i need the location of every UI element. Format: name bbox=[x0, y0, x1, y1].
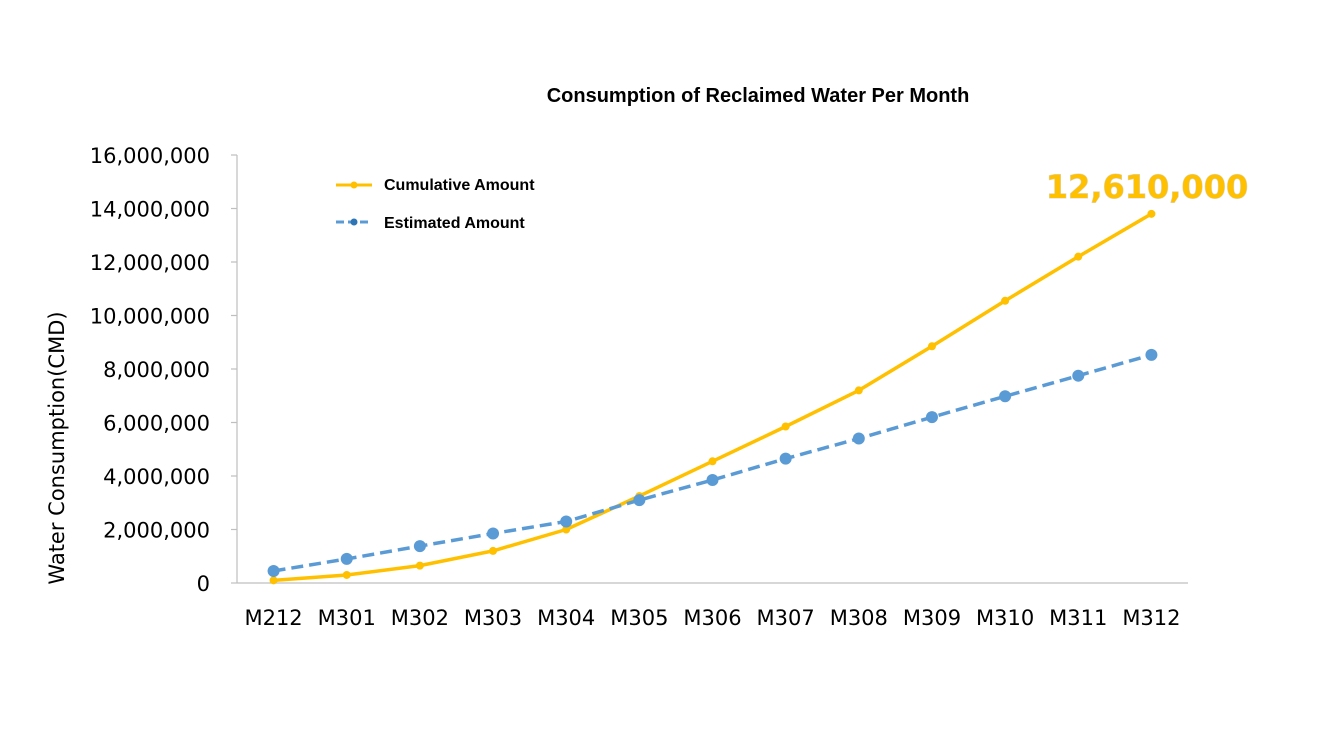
y-tick-label: 8,000,000 bbox=[103, 358, 210, 382]
x-tick-label: M309 bbox=[903, 606, 961, 630]
data-point-cumulative-amount bbox=[1147, 209, 1156, 218]
data-point-estimated-amount bbox=[1145, 348, 1158, 361]
legend-marker-cumulative bbox=[350, 181, 358, 189]
data-point-estimated-amount bbox=[633, 494, 646, 507]
data-point-estimated-amount bbox=[852, 432, 865, 445]
data-point-estimated-amount bbox=[1072, 369, 1085, 382]
data-point-cumulative-amount bbox=[342, 570, 351, 579]
x-tick-label: M212 bbox=[244, 606, 302, 630]
data-point-estimated-amount bbox=[560, 515, 573, 528]
data-point-cumulative-amount bbox=[415, 561, 424, 570]
data-point-estimated-amount bbox=[706, 474, 719, 487]
y-tick-label: 0 bbox=[197, 572, 210, 596]
y-axis-label: Water Consumption(CMD) bbox=[45, 311, 69, 584]
y-tick-label: 10,000,000 bbox=[90, 305, 210, 329]
legend-marker-estimated bbox=[350, 218, 358, 226]
y-tick-label: 4,000,000 bbox=[103, 465, 210, 489]
y-tick-label: 16,000,000 bbox=[90, 144, 210, 168]
x-tick-label: M306 bbox=[683, 606, 741, 630]
y-tick-label: 2,000,000 bbox=[103, 519, 210, 543]
data-point-estimated-amount bbox=[267, 564, 280, 577]
data-point-estimated-amount bbox=[779, 452, 792, 465]
data-point-cumulative-amount bbox=[708, 457, 717, 466]
legend-label-cumulative: Cumulative Amount bbox=[384, 177, 535, 194]
x-tick-label: M308 bbox=[830, 606, 888, 630]
data-point-cumulative-amount bbox=[1001, 296, 1010, 305]
data-point-estimated-amount bbox=[340, 552, 353, 565]
data-point-estimated-amount bbox=[999, 390, 1012, 403]
data-point-cumulative-amount bbox=[489, 546, 498, 555]
data-point-cumulative-amount bbox=[927, 342, 936, 351]
x-tick-label: M303 bbox=[464, 606, 522, 630]
x-tick-label: M311 bbox=[1049, 606, 1107, 630]
x-tick-label: M307 bbox=[757, 606, 815, 630]
x-tick-label: M305 bbox=[610, 606, 668, 630]
chart-title: Consumption of Reclaimed Water Per Month bbox=[547, 85, 970, 107]
callout-total: 12,610,000 bbox=[1046, 168, 1248, 206]
series-line-cumulative-amount bbox=[273, 212, 1153, 583]
data-point-estimated-amount bbox=[413, 540, 426, 553]
legend-label-estimated: Estimated Amount bbox=[384, 215, 525, 232]
data-point-cumulative-amount bbox=[562, 525, 571, 534]
legend: Cumulative Amount Estimated Amount bbox=[336, 177, 535, 232]
x-tick-label: M310 bbox=[976, 606, 1034, 630]
x-tick-label: M301 bbox=[318, 606, 376, 630]
y-tick-label: 14,000,000 bbox=[90, 198, 210, 222]
data-point-cumulative-amount bbox=[1074, 252, 1083, 261]
data-point-estimated-amount bbox=[925, 411, 938, 424]
data-point-cumulative-amount bbox=[269, 576, 278, 585]
y-tick-label: 12,000,000 bbox=[90, 251, 210, 275]
x-tick-label: M304 bbox=[537, 606, 595, 630]
data-point-cumulative-amount bbox=[781, 422, 790, 431]
x-tick-label: M312 bbox=[1122, 606, 1180, 630]
data-point-estimated-amount bbox=[487, 527, 500, 540]
data-point-cumulative-amount bbox=[854, 386, 863, 395]
y-tick-label: 6,000,000 bbox=[103, 412, 210, 436]
axes: 0 2,000,000 4,000,000 6,000,000 8,000,000 10,… bbox=[90, 144, 1188, 630]
series-layer bbox=[267, 209, 1158, 585]
x-tick-label: M302 bbox=[391, 606, 449, 630]
